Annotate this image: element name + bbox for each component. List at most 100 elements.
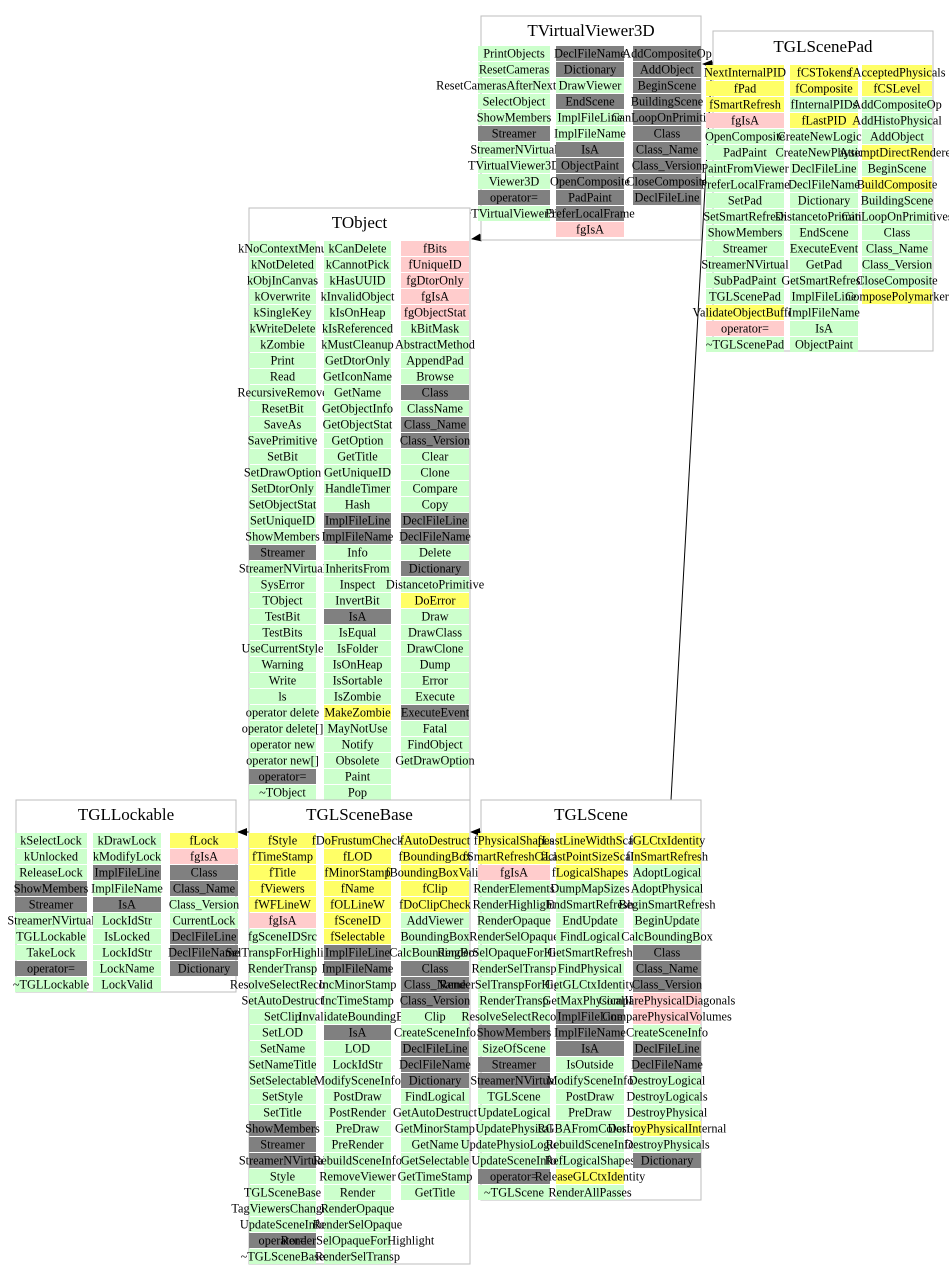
- member-kcannotpick[interactable]: kCannotPick: [324, 257, 391, 272]
- member-error[interactable]: Error: [401, 673, 469, 688]
- member-class-name[interactable]: Class_Name: [633, 142, 701, 157]
- member-endsmartrefresh[interactable]: EndSmartRefresh: [546, 897, 634, 912]
- member-objectpaint[interactable]: ObjectPaint: [790, 337, 858, 352]
- member-islocked[interactable]: IsLocked: [93, 929, 161, 944]
- member-declfilename[interactable]: DeclFileName: [631, 1057, 703, 1072]
- member-streamer[interactable]: Streamer: [478, 126, 550, 141]
- member-buildingscene[interactable]: BuildingScene: [861, 193, 934, 208]
- member-takelock[interactable]: TakeLock: [15, 945, 87, 960]
- member-streamernvirtual[interactable]: StreamerNVirtual: [7, 913, 95, 928]
- member-knocontextmenu[interactable]: kNoContextMenu: [238, 241, 327, 256]
- member-fatal[interactable]: Fatal: [401, 721, 469, 736]
- member-fcslevel[interactable]: fCSLevel: [862, 81, 932, 96]
- member-iszombie[interactable]: IsZombie: [324, 689, 391, 704]
- member-boundingbox[interactable]: BoundingBox: [400, 929, 470, 944]
- member-fselectable[interactable]: fSelectable: [324, 929, 391, 944]
- member-class[interactable]: Class: [401, 385, 469, 400]
- member-closecomposite[interactable]: CloseComposite: [856, 273, 938, 288]
- member-tgllockable[interactable]: ~TGLLockable: [13, 977, 90, 992]
- member-resolveselectrecord[interactable]: ResolveSelectRecord: [230, 977, 335, 992]
- member-renderhighlight[interactable]: RenderHighlight: [473, 897, 556, 912]
- member-addviewer[interactable]: AddViewer: [401, 913, 469, 928]
- member-fstyle[interactable]: fStyle: [249, 833, 316, 848]
- member-invertbit[interactable]: InvertBit: [324, 593, 391, 608]
- member-read[interactable]: Read: [249, 369, 316, 384]
- member-operator-delete[interactable]: operator delete: [246, 705, 320, 720]
- member-lockidstr[interactable]: LockIdStr: [93, 945, 161, 960]
- member-gettitle[interactable]: GetTitle: [324, 449, 391, 464]
- member-validateobjectbuffer[interactable]: ValidateObjectBuffer: [693, 305, 798, 320]
- member-resetbit[interactable]: ResetBit: [249, 401, 316, 416]
- member-getname[interactable]: GetName: [324, 385, 391, 400]
- member-resolveselectrecord[interactable]: ResolveSelectRecord: [461, 1009, 567, 1024]
- member-destroyphysicalinternal[interactable]: DestroyPhysicalInternal: [608, 1121, 727, 1136]
- member-flod[interactable]: fLOD: [324, 849, 391, 864]
- member-fcomposite[interactable]: fComposite: [790, 81, 858, 96]
- member-kisreferenced[interactable]: kIsReferenced: [322, 321, 393, 336]
- member-closecomposite[interactable]: CloseComposite: [626, 174, 708, 189]
- member-getautodestruct[interactable]: GetAutoDestruct: [393, 1105, 478, 1120]
- member-createnewlogical[interactable]: CreateNewLogical: [778, 129, 871, 144]
- member-appendpad[interactable]: AppendPad: [401, 353, 469, 368]
- member-gettimestamp[interactable]: GetTimeStamp: [398, 1169, 473, 1184]
- member-renderselopaque[interactable]: RenderSelOpaque: [313, 1217, 403, 1232]
- member-createsceneinfo[interactable]: CreateSceneInfo: [394, 1025, 476, 1040]
- member-getuniqueid[interactable]: GetUniqueID: [324, 465, 391, 480]
- member-kisonheap[interactable]: kIsOnHeap: [324, 305, 391, 320]
- member-inheritsfrom[interactable]: InheritsFrom: [324, 561, 391, 576]
- member-getdtoronly[interactable]: GetDtorOnly: [324, 353, 391, 368]
- member-drawclone[interactable]: DrawClone: [401, 641, 469, 656]
- member-issortable[interactable]: IsSortable: [324, 673, 391, 688]
- member-class[interactable]: Class: [633, 126, 701, 141]
- member-destroylogical[interactable]: DestroyLogical: [629, 1073, 706, 1088]
- member-calcboundingbox[interactable]: CalcBoundingBox: [621, 929, 713, 944]
- member-destroyphysical[interactable]: DestroyPhysical: [627, 1105, 708, 1120]
- member-implfilename[interactable]: ImplFileName: [91, 881, 163, 896]
- member-updatephysical[interactable]: UpdatePhysical: [475, 1121, 553, 1136]
- member-flock[interactable]: fLock: [170, 833, 238, 848]
- member-implfileline[interactable]: ImplFileLine: [556, 1009, 624, 1024]
- member-maynotuse[interactable]: MayNotUse: [324, 721, 391, 736]
- member-composepolymarker[interactable]: ComposePolymarker: [845, 289, 949, 304]
- member-findlogical[interactable]: FindLogical: [401, 1089, 469, 1104]
- member-class-version[interactable]: Class_Version: [862, 257, 932, 272]
- member-isequal[interactable]: IsEqual: [324, 625, 391, 640]
- member-class[interactable]: Class: [633, 945, 701, 960]
- member-setselectable[interactable]: SetSelectable: [249, 1073, 316, 1088]
- member-getminorstamp[interactable]: GetMinorStamp: [395, 1121, 475, 1136]
- member-beginscene[interactable]: BeginScene: [633, 78, 701, 93]
- member-drawclass[interactable]: DrawClass: [401, 625, 469, 640]
- member-declfileline[interactable]: DeclFileLine: [401, 513, 469, 528]
- member-flastpointsizescale[interactable]: fLastPointSizeScale: [540, 849, 640, 864]
- member-opencomposite[interactable]: OpenComposite: [705, 129, 785, 144]
- member-dictionary[interactable]: Dictionary: [401, 1073, 469, 1088]
- member-obsolete[interactable]: Obsolete: [324, 753, 391, 768]
- member-browse[interactable]: Browse: [401, 369, 469, 384]
- member-compare[interactable]: Compare: [401, 481, 469, 496]
- member-funiqueid[interactable]: fUniqueID: [401, 257, 469, 272]
- member-tgllockable[interactable]: TGLLockable: [15, 929, 87, 944]
- member-streamer[interactable]: Streamer: [706, 241, 784, 256]
- member-getname[interactable]: GetName: [401, 1137, 469, 1152]
- member-updatelogical[interactable]: UpdateLogical: [477, 1105, 551, 1120]
- member-declfileline[interactable]: DeclFileLine: [170, 929, 238, 944]
- member-renderselopaque[interactable]: RenderSelOpaque: [469, 929, 559, 944]
- member-findphysical[interactable]: FindPhysical: [556, 961, 624, 976]
- member-renderselopaqueforhighlight[interactable]: RenderSelOpaqueForHighlight: [437, 945, 591, 960]
- member-streamernvirtual[interactable]: StreamerNVirtual: [470, 1073, 558, 1088]
- member-fgsceneidsrc[interactable]: fgSceneIDSrc: [248, 929, 318, 944]
- member-render[interactable]: Render: [324, 1185, 391, 1200]
- member-prerender[interactable]: PreRender: [324, 1137, 391, 1152]
- member-tagviewerschanged[interactable]: TagViewersChanged: [231, 1201, 334, 1216]
- member-finternalpids[interactable]: fInternalPIDs: [790, 97, 858, 112]
- member-fminorstamp[interactable]: fMinorStamp: [324, 865, 391, 880]
- member-predraw[interactable]: PreDraw: [556, 1105, 624, 1120]
- member-khasuuid[interactable]: kHasUUID: [324, 273, 391, 288]
- member-kmustcleanup[interactable]: kMustCleanup: [321, 337, 394, 352]
- member-preferlocalframe[interactable]: PreferLocalFrame: [700, 177, 790, 192]
- member-clip[interactable]: Clip: [401, 1009, 469, 1024]
- member-showmembers[interactable]: ShowMembers: [245, 529, 320, 544]
- member-kmodifylock[interactable]: kModifyLock: [93, 849, 162, 864]
- member-class-name[interactable]: Class_Name: [401, 417, 469, 432]
- member-fbits[interactable]: fBits: [401, 241, 469, 256]
